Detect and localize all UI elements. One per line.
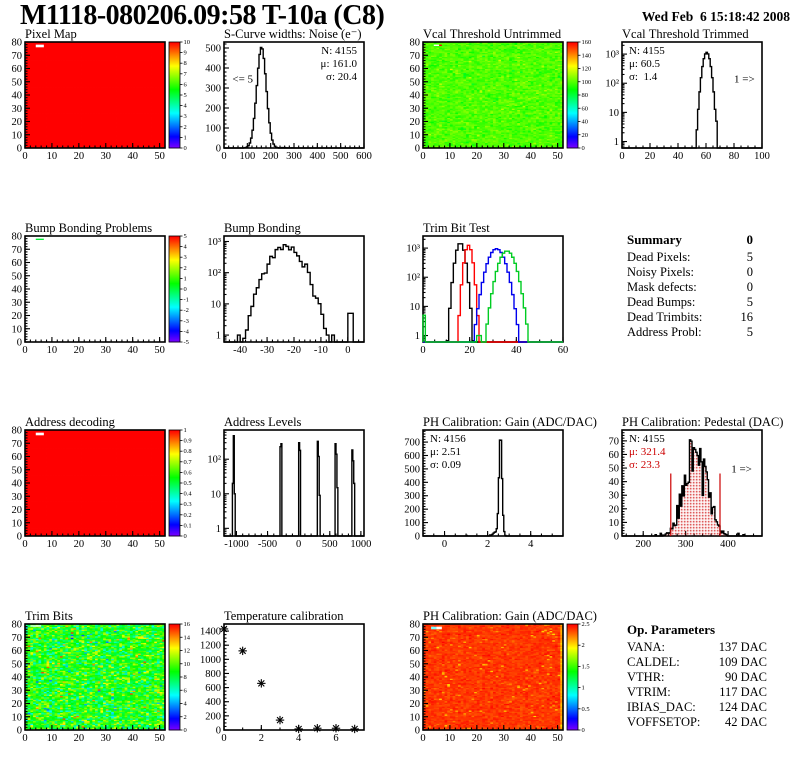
trim-bits-map-chart [0, 610, 199, 760]
summary-title-value: 0 [746, 232, 754, 247]
ph-gain-hist-chart [398, 416, 597, 566]
op-parameters-panel: Op. Parameters VANA: 137 DAC CALDEL: 109 D… [627, 622, 767, 730]
summary-row: Dead Bumps: 5 [627, 295, 753, 309]
op-parameters-title: Op. Parameters [627, 622, 716, 637]
op-parameter-row: IBIAS_DAC: 124 DAC [627, 700, 767, 714]
vcal-threshold-trimmed-chart [597, 28, 796, 178]
op-parameter-row: VTHR: 90 DAC [627, 670, 767, 684]
pixel-map-chart [0, 28, 199, 178]
op-parameter-row: VTRIM: 117 DAC [627, 685, 767, 699]
op-parameter-row: CALDEL: 109 DAC [627, 655, 767, 669]
ph-gain-map-chart [398, 610, 597, 760]
timestamp: Wed Feb 6 15:18:42 2008 [641, 9, 790, 24]
summary-row: Mask defects: 0 [627, 280, 753, 294]
ph-pedestal-chart [597, 416, 796, 566]
page-title: M1118-080206.09:58 T-10a (C8) [20, 0, 385, 31]
address-levels-chart [199, 416, 398, 566]
summary-panel: Summary 0 Dead Pixels: 5 Noisy Pixels: 0 M… [627, 232, 753, 340]
bump-bonding-problems-chart [0, 222, 199, 372]
summary-row: Noisy Pixels: 0 [627, 265, 753, 279]
trim-bit-test-chart [398, 222, 597, 372]
summary-title: Summary [627, 232, 682, 247]
op-parameter-row: VANA: 137 DAC [627, 640, 767, 654]
bump-bonding-chart [199, 222, 398, 372]
vcal-threshold-untrimmed-chart [398, 28, 597, 178]
scurve-noise-chart [199, 28, 398, 178]
summary-row: Dead Trimbits: 16 [627, 310, 753, 324]
temperature-calibration-chart [199, 610, 398, 760]
summary-row: Address Probl: 5 [627, 325, 753, 339]
op-parameter-row: VOFFSETOP: 42 DAC [627, 715, 767, 729]
summary-row: Dead Pixels: 5 [627, 250, 753, 264]
address-decoding-chart [0, 416, 199, 566]
